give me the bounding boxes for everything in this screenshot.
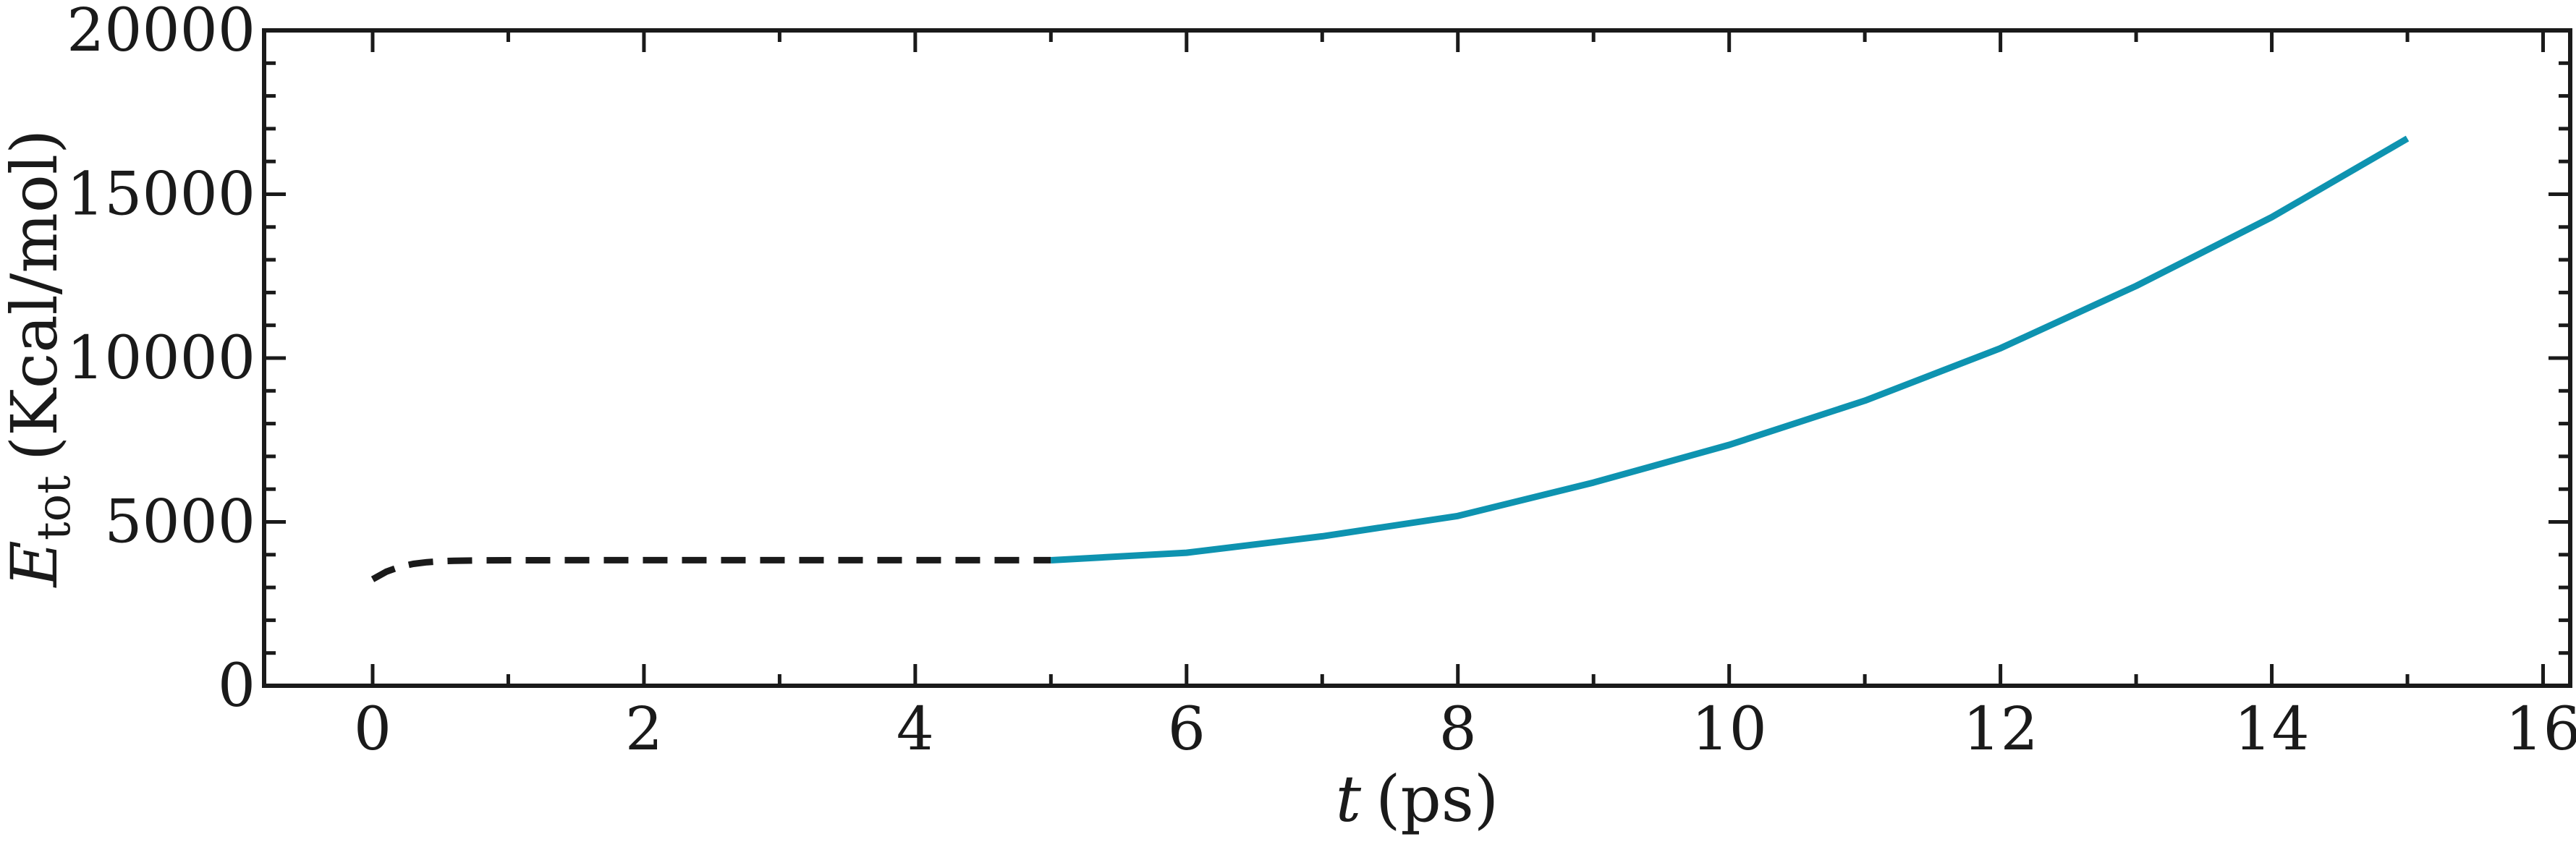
x-axis-title: t (ps) [1336, 762, 1499, 836]
y-axis-title: Etot (Kcal/mol) [0, 129, 81, 589]
x-tick-label: 6 [1168, 695, 1206, 764]
series-layer [370, 135, 2410, 582]
series-line-dashed [370, 556, 1051, 582]
x-tick-label: 4 [897, 695, 934, 764]
series-line-solid [1051, 135, 2410, 564]
y-tick-label: 0 [218, 652, 255, 720]
x-tick-label: 14 [2234, 695, 2309, 764]
labels-layer: 0 2 4 6 8 10 12 14 16 0 5000 10000 15000 20000 [67, 0, 2576, 764]
x-tick-label: 2 [625, 695, 663, 764]
x-tick-label: 0 [354, 695, 391, 764]
plot-frame [262, 28, 2572, 688]
x-axis-symbol: t [1336, 762, 1362, 836]
x-axis-unit: (ps) [1376, 762, 1499, 836]
y-tick-label: 15000 [67, 161, 255, 229]
x-tick-label: 16 [2505, 695, 2576, 764]
y-tick-label: 20000 [67, 0, 255, 65]
x-tick-label: 8 [1439, 695, 1477, 764]
y-tick-label: 10000 [67, 324, 255, 393]
y-axis-subscript: tot [27, 475, 81, 540]
x-tick-label: 12 [1962, 695, 2038, 764]
y-axis-symbol: E [0, 540, 72, 588]
y-axis-unit: (Kcal/mol) [0, 129, 72, 462]
ticks-layer [264, 28, 2570, 688]
x-tick-label: 10 [1692, 695, 1767, 764]
y-tick-label: 5000 [104, 488, 255, 557]
